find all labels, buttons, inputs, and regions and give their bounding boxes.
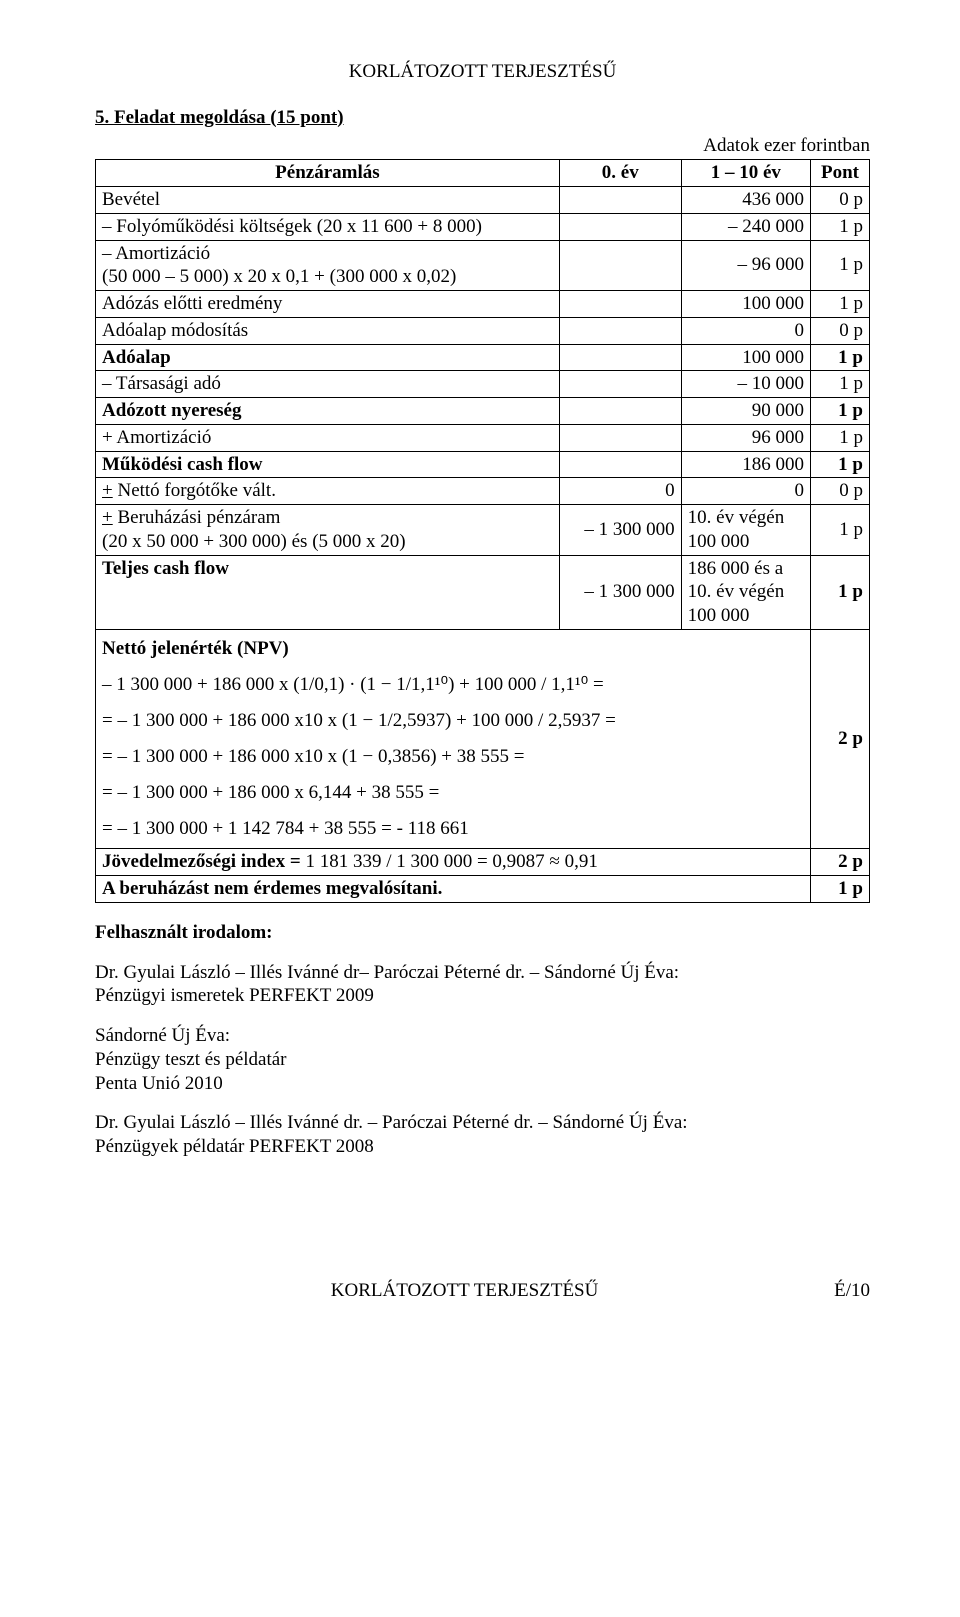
points-cell: 2 p [811,629,870,849]
cashflow-table: Pénzáramlás 0. év 1 – 10 év Pont Bevétel… [95,159,870,903]
table-header-row: Pénzáramlás 0. év 1 – 10 év Pont [96,160,870,187]
row-label: Adózás előtti eredmény [96,291,560,318]
table-row: – Folyóműködési költségek (20 x 11 600 +… [96,213,870,240]
page-header: KORLÁTOZOTT TERJESZTÉSŰ [95,60,870,84]
cell-years: 100 000 [681,344,810,371]
points-cell: 1 p [811,505,870,556]
section-title: 5. Feladat megoldása (15 pont) [95,106,870,130]
row-label: + Amortizáció [96,424,560,451]
table-row: Működési cash flow 186 0001 p [96,451,870,478]
conclusion-row: A beruházást nem érdemes megvalósítani. … [96,876,870,903]
row-label: Adóalap módosítás [96,317,560,344]
cell-year0 [559,451,681,478]
points-cell: 1 p [811,876,870,903]
points-cell: 1 p [811,555,870,629]
points-cell: 0 p [811,317,870,344]
cell-year0 [559,240,681,291]
conclusion-cell: A beruházást nem érdemes megvalósítani. [96,876,811,903]
footer-page-number: É/10 [834,1279,870,1303]
biblio-title: Felhasznált irodalom: [95,921,870,945]
cell-year0: 0 [559,478,681,505]
row-label: – Társasági adó [96,371,560,398]
biblio-entry: Sándorné Új Éva: Pénzügy teszt és példat… [95,1024,870,1095]
points-cell: 1 p [811,398,870,425]
npv-line: = – 1 300 000 + 186 000 x10 x (1 − 1/2,5… [102,710,616,731]
ji-cell: Jövedelmezőségi index = 1 181 339 / 1 30… [96,849,811,876]
table-row: + Beruházási pénzáram (20 x 50 000 + 300… [96,505,870,556]
row-label: + Nettó forgótőke vált. [96,478,560,505]
units-label: Adatok ezer forintban [95,134,870,158]
col-header: 0. év [559,160,681,187]
biblio-entry: Dr. Gyulai László – Illés Ivánné dr– Par… [95,961,870,1009]
row-label: Teljes cash flow [96,555,560,629]
npv-line: = – 1 300 000 + 186 000 x 6,144 + 38 555… [102,782,439,803]
cell-year0: – 1 300 000 [559,505,681,556]
cell-years: 186 000 [681,451,810,478]
cell-years: 10. év végén 100 000 [681,505,810,556]
cell-year0: – 1 300 000 [559,555,681,629]
cell-years: 90 000 [681,398,810,425]
cell-year0 [559,371,681,398]
npv-row: Nettó jelenérték (NPV) – 1 300 000 + 186… [96,629,870,849]
cell-year0 [559,291,681,318]
table-row: Adózott nyereség 90 0001 p [96,398,870,425]
cell-year0 [559,344,681,371]
cell-years: 100 000 [681,291,810,318]
cell-years: – 96 000 [681,240,810,291]
cell-year0 [559,213,681,240]
cell-years: 0 [681,478,810,505]
cell-year0 [559,398,681,425]
points-cell: 0 p [811,478,870,505]
document-page: KORLÁTOZOTT TERJESZTÉSŰ 5. Feladat megol… [0,0,960,1353]
points-cell: 1 p [811,371,870,398]
cell-year0 [559,424,681,451]
row-label: – Folyóműködési költségek (20 x 11 600 +… [96,213,560,240]
ji-label: Jövedelmezőségi index = [102,851,301,872]
row-label: – Amortizáció (50 000 – 5 000) x 20 x 0,… [96,240,560,291]
cell-years: 186 000 és a 10. év végén 100 000 [681,555,810,629]
ji-expr: 1 181 339 / 1 300 000 = 0,9087 ≈ 0,91 [305,851,597,872]
table-row: Adóalap 100 0001 p [96,344,870,371]
table-row: + Amortizáció 96 0001 p [96,424,870,451]
npv-line: = – 1 300 000 + 1 142 784 + 38 555 = - 1… [102,818,469,839]
points-cell: 0 p [811,187,870,214]
npv-line: – 1 300 000 + 186 000 x (1/0,1) · (1 − 1… [102,674,604,695]
cell-year0 [559,187,681,214]
npv-line: = – 1 300 000 + 186 000 x10 x (1 − 0,385… [102,746,524,767]
ji-row: Jövedelmezőségi index = 1 181 339 / 1 30… [96,849,870,876]
table-row: Adóalap módosítás 00 p [96,317,870,344]
col-header: Pont [811,160,870,187]
points-cell: 1 p [811,424,870,451]
biblio-entry: Dr. Gyulai László – Illés Ivánné dr. – P… [95,1111,870,1159]
points-cell: 2 p [811,849,870,876]
points-cell: 1 p [811,451,870,478]
row-label: Működési cash flow [96,451,560,478]
cell-years: – 240 000 [681,213,810,240]
page-footer: KORLÁTOZOTT TERJESZTÉSŰ É/10 [95,1279,870,1303]
cell-years: 0 [681,317,810,344]
table-row: Adózás előtti eredmény 100 0001 p [96,291,870,318]
row-label: Adóalap [96,344,560,371]
col-header: 1 – 10 év [681,160,810,187]
table-row: – Társasági adó – 10 0001 p [96,371,870,398]
npv-cell: Nettó jelenérték (NPV) – 1 300 000 + 186… [96,629,811,849]
row-label: Adózott nyereség [96,398,560,425]
npv-label: Nettó jelenérték (NPV) [102,638,289,659]
points-cell: 1 p [811,344,870,371]
row-label: + Beruházási pénzáram (20 x 50 000 + 300… [96,505,560,556]
cell-years: 436 000 [681,187,810,214]
points-cell: 1 p [811,240,870,291]
table-row: Teljes cash flow– 1 300 000186 000 és a … [96,555,870,629]
table-row: – Amortizáció (50 000 – 5 000) x 20 x 0,… [96,240,870,291]
footer-center: KORLÁTOZOTT TERJESZTÉSŰ [331,1279,599,1303]
row-label: Bevétel [96,187,560,214]
table-row: Bevétel 436 0000 p [96,187,870,214]
cell-years: – 10 000 [681,371,810,398]
points-cell: 1 p [811,291,870,318]
points-cell: 1 p [811,213,870,240]
cell-year0 [559,317,681,344]
table-row: + Nettó forgótőke vált.000 p [96,478,870,505]
col-header: Pénzáramlás [96,160,560,187]
cell-years: 96 000 [681,424,810,451]
